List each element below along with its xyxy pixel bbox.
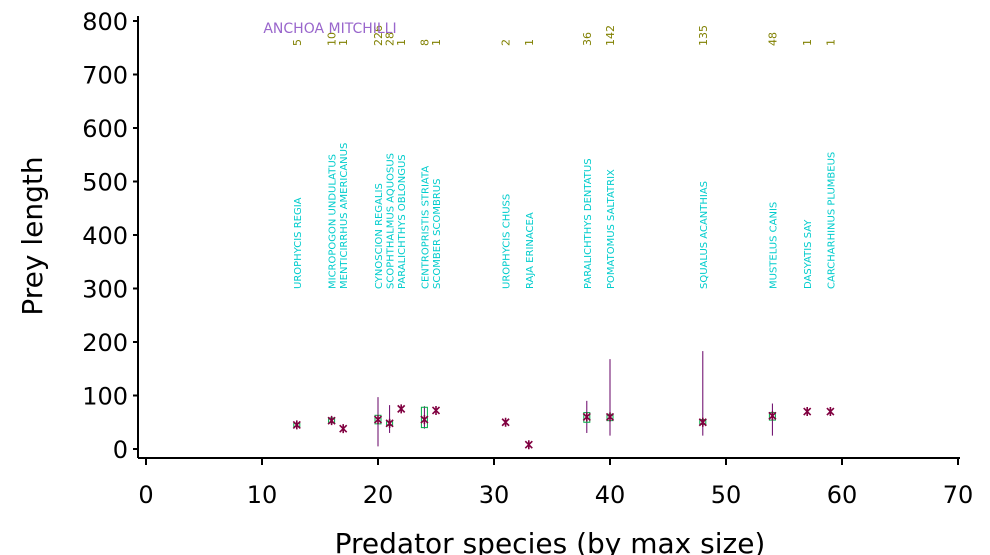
x-tick-label: 20	[363, 481, 394, 509]
species-label: SQUALUS ACANTHIAS	[699, 181, 710, 289]
count-label: 5	[291, 39, 304, 46]
x-tick-label: 60	[827, 481, 858, 509]
count-label: 2	[500, 39, 513, 46]
y-axis-title: Prey length	[16, 156, 49, 315]
median-point	[431, 405, 441, 415]
median-point	[385, 418, 394, 428]
count-label: 1	[523, 39, 536, 46]
count-label: 142	[604, 25, 617, 46]
median-point	[803, 407, 812, 417]
count-label: 28	[384, 32, 397, 46]
count-label: 1	[395, 39, 408, 46]
median-point	[420, 415, 429, 425]
median-point	[826, 407, 835, 417]
y-tick-label: 800	[82, 8, 128, 36]
y-tick-label: 600	[82, 115, 128, 143]
species-label: MENTICIRRHUS AMERICANUS	[339, 143, 350, 289]
count-label: 48	[766, 32, 779, 46]
species-label: MICROPOGON UNDULATUS	[328, 154, 339, 289]
axes	[137, 16, 960, 459]
count-label: 226	[372, 25, 385, 46]
median-point	[339, 424, 348, 434]
count-label: 135	[697, 25, 710, 46]
chart-title: ANCHOA MITCHILLI	[263, 21, 396, 37]
species-label: SCOMBER SCOMBRUS	[432, 179, 443, 289]
y-tick-label: 300	[82, 276, 128, 304]
species-label: DASYATIS SAY	[803, 219, 814, 289]
y-tick-label: 200	[82, 329, 128, 357]
x-axis-title: Predator species (by max size)	[335, 527, 766, 555]
species-label: SCOPHTHALMUS AQUOSUS	[386, 153, 397, 289]
data-marks	[292, 351, 835, 450]
median-point	[292, 420, 301, 430]
x-tick-label: 0	[138, 481, 153, 509]
count-label: 10	[326, 32, 339, 46]
median-point	[501, 417, 510, 427]
y-tick-label: 400	[82, 222, 128, 250]
median-point	[582, 412, 591, 422]
species-label: UROPHYCIS REGIA	[293, 197, 304, 289]
species-label: CENTROPRISTIS STRIATA	[420, 166, 431, 289]
count-label: 36	[581, 32, 594, 46]
species-label: PARALICHTHYS DENTATUS	[583, 158, 594, 289]
count-label: 1	[430, 39, 443, 46]
species-labels: UROPHYCIS REGIA 5 MICROPOGON UNDULATUS 10 ME…	[291, 25, 838, 289]
median-point	[768, 411, 777, 421]
median-point	[698, 417, 707, 427]
median-point	[373, 415, 383, 425]
median-point	[605, 412, 615, 422]
count-label: 1	[801, 39, 814, 46]
x-tick-label: 40	[595, 481, 626, 509]
species-label: CYNOSCION REGALIS	[374, 183, 385, 289]
species-label: PARALICHTHYS OBLONGUS	[397, 154, 408, 289]
x-tick-label: 50	[711, 481, 742, 509]
x-tick-label: 70	[943, 481, 974, 509]
count-label: 1	[824, 39, 837, 46]
count-label: 1	[337, 39, 350, 46]
y-tick-label: 500	[82, 169, 128, 197]
x-tick-label: 30	[479, 481, 510, 509]
y-tick-label: 0	[113, 436, 128, 464]
median-point	[524, 440, 533, 450]
median-point	[397, 404, 406, 414]
species-label: POMATOMUS SALTATRIX	[606, 169, 617, 289]
count-label: 8	[418, 39, 431, 46]
median-point	[327, 416, 336, 426]
y-tick-label: 100	[82, 383, 128, 411]
y-ticks: 0 100 200 300 400 500 600 700 800	[82, 8, 138, 464]
y-tick-label: 700	[82, 62, 128, 90]
species-label: RAJA ERINACEA	[525, 212, 536, 289]
x-ticks: 0 10 20 30 40 50 60 70	[138, 458, 973, 509]
species-label: UROPHYCIS CHUSS	[502, 194, 513, 289]
species-label: CARCHARHINUS PLUMBEUS	[826, 152, 837, 289]
x-tick-label: 10	[247, 481, 278, 509]
species-label: MUSTELUS CANIS	[768, 202, 779, 289]
